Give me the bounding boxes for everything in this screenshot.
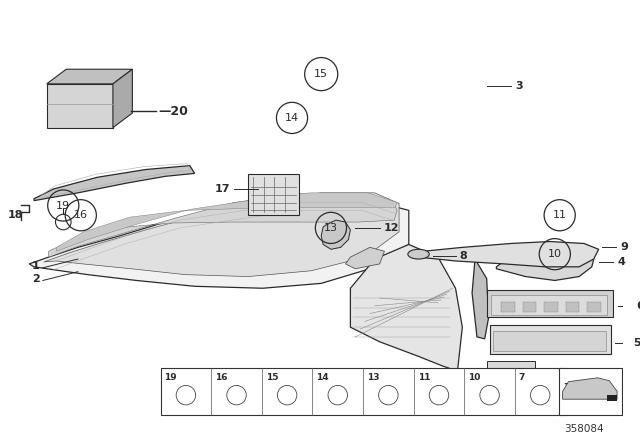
Polygon shape	[497, 249, 594, 280]
Text: 19: 19	[164, 373, 177, 382]
Text: 2: 2	[32, 274, 40, 284]
Text: 17: 17	[214, 184, 230, 194]
Polygon shape	[472, 259, 488, 339]
Text: 13: 13	[324, 223, 338, 233]
Polygon shape	[44, 193, 399, 276]
Polygon shape	[563, 378, 617, 399]
FancyBboxPatch shape	[486, 290, 613, 318]
Text: 1: 1	[32, 261, 40, 271]
FancyBboxPatch shape	[559, 368, 622, 415]
Text: 18: 18	[8, 210, 23, 220]
FancyBboxPatch shape	[501, 302, 515, 312]
FancyBboxPatch shape	[490, 325, 611, 354]
Text: 12: 12	[383, 223, 399, 233]
Polygon shape	[346, 247, 385, 269]
Text: 7: 7	[519, 373, 525, 382]
Text: 7: 7	[564, 383, 572, 393]
Text: 4: 4	[617, 257, 625, 267]
Text: 16: 16	[74, 210, 88, 220]
Polygon shape	[34, 166, 195, 201]
Ellipse shape	[408, 249, 429, 259]
Text: 5: 5	[634, 338, 640, 348]
FancyBboxPatch shape	[491, 295, 607, 314]
FancyBboxPatch shape	[493, 331, 606, 350]
Polygon shape	[419, 241, 598, 267]
FancyBboxPatch shape	[523, 302, 536, 312]
Text: 358084: 358084	[564, 424, 604, 434]
Text: 14: 14	[285, 113, 299, 123]
Text: 15: 15	[314, 69, 328, 79]
Text: 9: 9	[620, 242, 628, 252]
FancyBboxPatch shape	[544, 302, 557, 312]
Polygon shape	[29, 198, 409, 288]
Text: 10: 10	[468, 373, 481, 382]
FancyBboxPatch shape	[607, 395, 617, 401]
Text: 13: 13	[367, 373, 380, 382]
Text: 10: 10	[548, 249, 562, 259]
Text: 16: 16	[215, 373, 228, 382]
Polygon shape	[56, 193, 397, 251]
Text: 19: 19	[56, 201, 70, 211]
Text: 15: 15	[266, 373, 278, 382]
FancyBboxPatch shape	[248, 174, 299, 215]
Polygon shape	[113, 69, 132, 128]
Polygon shape	[351, 245, 462, 371]
Polygon shape	[47, 69, 132, 84]
Text: 8: 8	[460, 251, 467, 261]
FancyBboxPatch shape	[566, 302, 579, 312]
Polygon shape	[321, 220, 351, 249]
FancyBboxPatch shape	[47, 84, 113, 128]
FancyBboxPatch shape	[587, 302, 600, 312]
Text: 6: 6	[637, 301, 640, 311]
FancyBboxPatch shape	[161, 368, 566, 415]
Text: —20: —20	[159, 104, 189, 117]
Polygon shape	[49, 194, 397, 257]
Text: 11: 11	[417, 373, 430, 382]
FancyBboxPatch shape	[486, 361, 535, 395]
Text: 3: 3	[515, 81, 522, 91]
Text: 11: 11	[553, 210, 566, 220]
Text: 14: 14	[316, 373, 329, 382]
